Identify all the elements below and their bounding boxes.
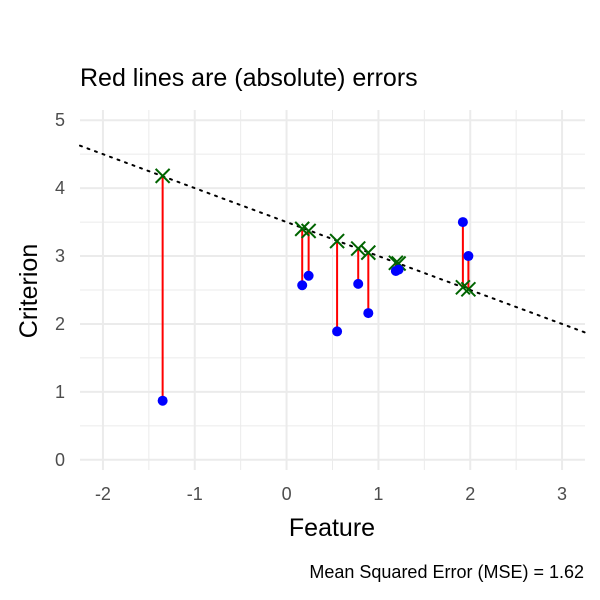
chart-title: Red lines are (absolute) errors	[80, 64, 418, 92]
x-tick-label: -2	[95, 484, 111, 504]
predicted-marker-stroke	[300, 223, 317, 239]
x-tick-label: 2	[465, 484, 475, 504]
x-axis-title: Feature	[289, 514, 375, 542]
predicted-marker	[329, 233, 345, 249]
predicted-marker-stroke	[329, 233, 345, 249]
predicted-marker-stroke	[388, 255, 404, 271]
predicted-marker-stroke	[460, 281, 477, 298]
observed-point	[297, 280, 308, 291]
y-tick-label: 2	[55, 314, 65, 334]
y-tick-label: 5	[55, 110, 65, 130]
observed-point	[157, 395, 168, 406]
observed-point	[463, 251, 474, 262]
mse-caption: Mean Squared Error (MSE) = 1.62	[309, 562, 584, 582]
predicted-marker	[360, 244, 377, 261]
x-tick-label: 0	[282, 484, 292, 504]
predicted-marker-stroke	[360, 244, 377, 261]
predicted-marker	[460, 281, 477, 298]
observed-points	[157, 217, 474, 406]
y-tick-label: 4	[55, 178, 65, 198]
error-lines	[161, 175, 470, 401]
y-tick-label: 0	[55, 450, 65, 470]
x-tick-label: 3	[557, 484, 567, 504]
predicted-markers	[154, 168, 477, 298]
predicted-marker-stroke	[294, 221, 310, 237]
predicted-marker-stroke	[350, 240, 366, 257]
predicted-marker	[455, 279, 471, 295]
grid	[80, 110, 585, 470]
predicted-marker	[300, 223, 317, 239]
x-tick-labels: -2 -1 0 1 2 3	[95, 484, 567, 504]
y-tick-label: 3	[55, 246, 65, 266]
observed-point	[393, 264, 404, 275]
observed-point	[363, 308, 374, 319]
y-tick-label: 1	[55, 382, 65, 402]
x-tick-label: 1	[373, 484, 383, 504]
predicted-marker-stroke	[154, 168, 171, 184]
y-axis-title: Criterion	[15, 244, 43, 338]
predicted-marker	[154, 168, 171, 184]
x-tick-label: -1	[187, 484, 203, 504]
y-tick-labels: 0 1 2 3 4 5	[55, 110, 65, 470]
predicted-marker	[350, 240, 366, 257]
observed-point	[353, 278, 364, 289]
observed-point	[457, 217, 468, 228]
predicted-marker-stroke	[455, 279, 471, 295]
observed-point	[332, 326, 343, 337]
observed-point	[303, 270, 314, 281]
